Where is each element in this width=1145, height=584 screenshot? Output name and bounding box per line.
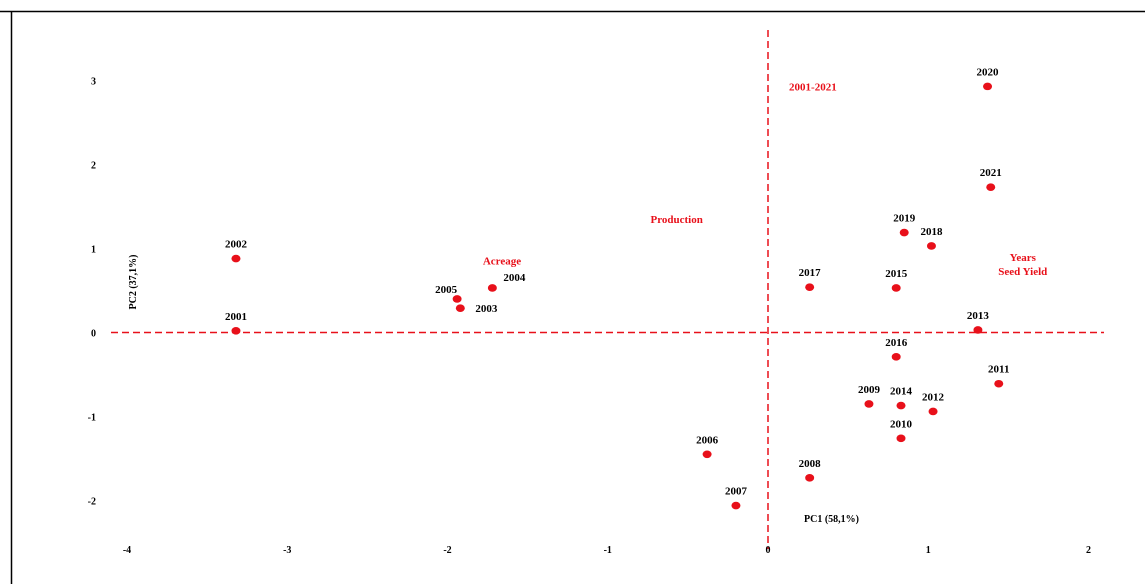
- data-point: [231, 327, 241, 335]
- data-point: [928, 407, 938, 416]
- data-point: [891, 353, 901, 361]
- y-tick-label: -1: [88, 413, 96, 424]
- data-point: [731, 501, 741, 510]
- x-tick-label: -1: [604, 545, 612, 556]
- x-tick-labels: -4 -3 -2 -1 0 1 2: [123, 545, 1091, 556]
- data-point-label: 2019: [893, 213, 916, 225]
- data-point-label: 2009: [858, 384, 881, 396]
- variable-annotation: Acreage: [483, 255, 521, 267]
- data-point: [455, 304, 465, 312]
- data-point-label: 2011: [988, 364, 1009, 376]
- data-point-label: 2004: [503, 272, 526, 284]
- x-tick-label: 2: [1086, 545, 1091, 556]
- y-axis-title: PC2 (37,1%): [128, 255, 139, 310]
- data-point: [805, 474, 815, 482]
- data-point: [452, 295, 462, 303]
- data-point: [891, 284, 901, 292]
- data-point-label: 2018: [920, 226, 943, 238]
- data-point-label: 2007: [725, 486, 748, 498]
- data-point-label: 2008: [799, 458, 822, 470]
- data-point: [702, 450, 712, 459]
- data-point: [994, 379, 1004, 388]
- data-point: [983, 82, 993, 91]
- y-tick-label: 2: [91, 161, 96, 172]
- y-tick-labels: -2 -1 0 1 2 3: [88, 77, 96, 508]
- data-point-label: 2006: [696, 434, 719, 446]
- x-tick-label: -3: [283, 545, 291, 556]
- variable-annotation: Seed Yield: [998, 266, 1047, 278]
- data-point: [973, 326, 983, 334]
- x-axis-title: PC1 (58,1%): [804, 514, 859, 525]
- y-tick-label: 0: [91, 329, 96, 340]
- x-tick-label: 0: [766, 545, 771, 556]
- reference-lines: [111, 30, 1104, 549]
- data-point: [231, 254, 241, 263]
- variable-annotation: Years: [1010, 252, 1037, 264]
- data-point-label: 2001: [225, 311, 247, 323]
- data-point: [896, 401, 906, 410]
- data-point: [926, 242, 936, 250]
- data-point: [986, 183, 996, 191]
- data-point-label: 2020: [977, 66, 1000, 78]
- data-point-label: 2016: [885, 337, 908, 349]
- data-point: [805, 283, 815, 291]
- y-tick-label: 1: [91, 245, 96, 256]
- data-point: [899, 228, 909, 237]
- variable-annotation: Production: [650, 214, 702, 226]
- data-point-label: 2017: [799, 267, 822, 279]
- year-point-labels: 2001 2002 2003 2004 2005 2006 2007 2008 2009 2010…: [225, 66, 1009, 497]
- x-tick-label: -4: [123, 545, 131, 556]
- variable-annotation: 2001-2021: [789, 81, 837, 93]
- data-point-label: 2014: [890, 386, 913, 398]
- y-tick-label: 3: [91, 77, 96, 88]
- data-point-label: 2002: [225, 239, 248, 251]
- data-point-label: 2003: [475, 303, 498, 315]
- data-point-label: 2010: [890, 418, 913, 430]
- x-tick-label: -2: [443, 545, 451, 556]
- variable-annotations: 2001-2021 Production Acreage Years Seed Yiel…: [483, 81, 1047, 278]
- y-tick-label: -2: [88, 497, 96, 508]
- data-point-label: 2013: [967, 310, 990, 322]
- year-points: [231, 82, 1004, 510]
- data-point-label: 2012: [922, 391, 945, 403]
- data-point-label: 2015: [885, 268, 908, 280]
- data-point: [896, 434, 906, 443]
- data-point: [864, 400, 874, 408]
- plot-area: [111, 35, 1104, 549]
- data-point: [487, 284, 497, 292]
- data-point-label: 2005: [435, 284, 458, 296]
- data-point-label: 2021: [980, 167, 1002, 179]
- x-tick-label: 1: [926, 545, 931, 556]
